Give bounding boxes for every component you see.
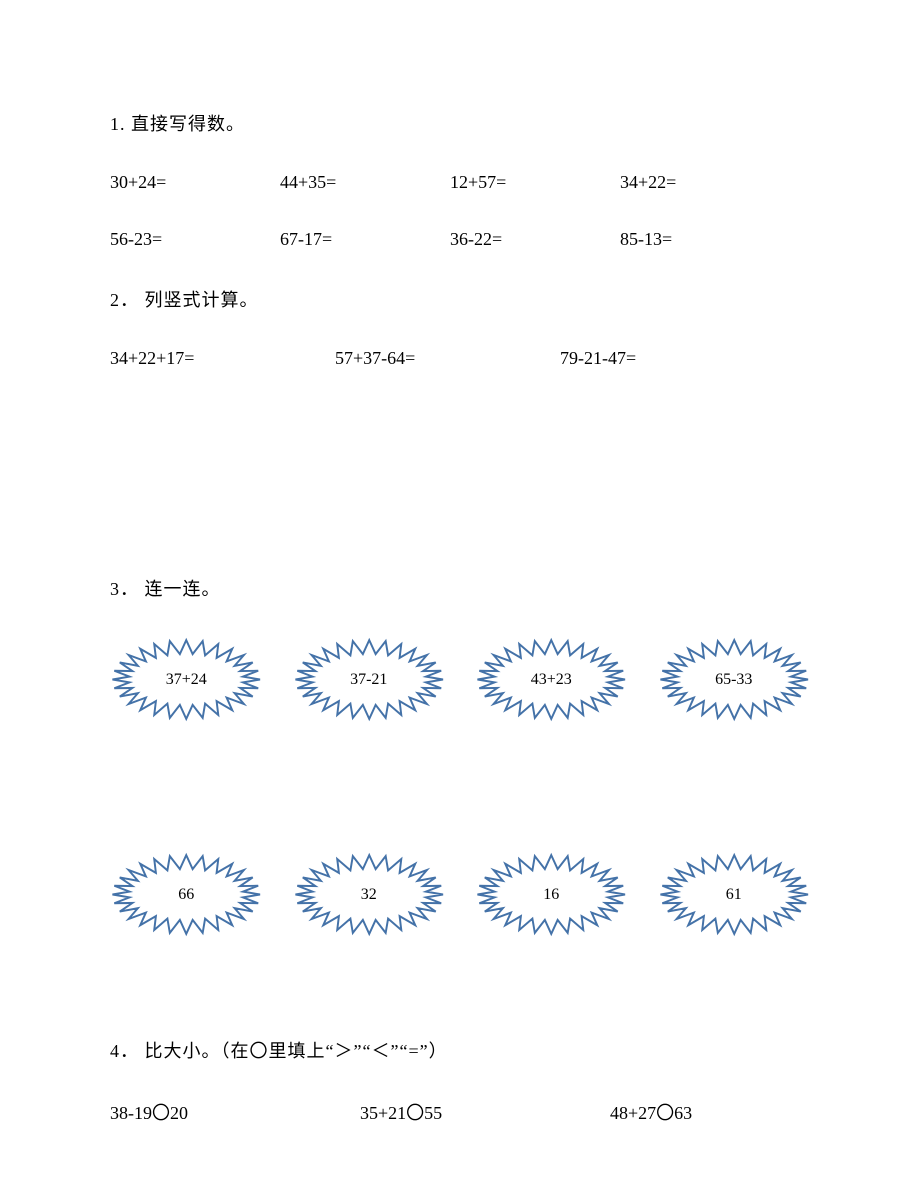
starburst-shape: 16 — [475, 852, 628, 937]
q4-item: 35+21〇55 — [360, 1099, 610, 1125]
worksheet-page: 1. 直接写得数。 30+24= 44+35= 12+57= 34+22= 56… — [0, 0, 920, 1185]
starburst-shape: 65-33 — [658, 637, 811, 722]
starburst-shape: 61 — [658, 852, 811, 937]
q1-item: 36-22= — [450, 229, 620, 250]
q1-heading: 1. 直接写得数。 — [110, 110, 810, 136]
q1-item: 44+35= — [280, 172, 450, 193]
q4-item: 48+27〇63 — [610, 1099, 860, 1125]
starburst-shape: 32 — [293, 852, 446, 937]
q3-bottom-label: 61 — [726, 886, 742, 904]
q2-item: 79-21-47= — [560, 348, 810, 369]
q4-item: 38-19〇20 — [110, 1099, 360, 1125]
q2-item: 34+22+17= — [110, 348, 335, 369]
q3-bottom-row: 66 32 16 61 — [110, 852, 810, 937]
q2-row: 34+22+17= 57+37-64= 79-21-47= — [110, 348, 810, 369]
q3-top-row: 37+24 37-21 43+23 65-33 — [110, 637, 810, 722]
starburst-shape: 37-21 — [293, 637, 446, 722]
spacer — [110, 405, 810, 575]
q1-item: 12+57= — [450, 172, 620, 193]
q3-top-label: 43+23 — [531, 671, 572, 689]
q2-item: 57+37-64= — [335, 348, 560, 369]
q3-bottom-label: 32 — [361, 886, 377, 904]
starburst-shape: 43+23 — [475, 637, 628, 722]
q2-heading: 2． 列竖式计算。 — [110, 286, 810, 312]
starburst-shape: 66 — [110, 852, 263, 937]
q3-top-label: 65-33 — [715, 671, 752, 689]
q4-heading: 4． 比大小。（在〇里填上“＞”“＜”“=”） — [110, 1037, 810, 1063]
q1-item: 30+24= — [110, 172, 280, 193]
spacer — [110, 762, 810, 842]
q1-item: 85-13= — [620, 229, 790, 250]
spacer — [110, 977, 810, 1037]
q3-bottom-label: 66 — [178, 886, 194, 904]
q4-row: 38-19〇20 35+21〇55 48+27〇63 — [110, 1099, 810, 1125]
starburst-shape: 37+24 — [110, 637, 263, 722]
q1-row1: 30+24= 44+35= 12+57= 34+22= — [110, 172, 810, 193]
q3-top-label: 37-21 — [350, 671, 387, 689]
q1-item: 56-23= — [110, 229, 280, 250]
q3-top-label: 37+24 — [166, 671, 207, 689]
q3-heading: 3． 连一连。 — [110, 575, 810, 601]
q3-bottom-label: 16 — [543, 886, 559, 904]
q1-item: 34+22= — [620, 172, 790, 193]
q1-item: 67-17= — [280, 229, 450, 250]
q1-row2: 56-23= 67-17= 36-22= 85-13= — [110, 229, 810, 250]
